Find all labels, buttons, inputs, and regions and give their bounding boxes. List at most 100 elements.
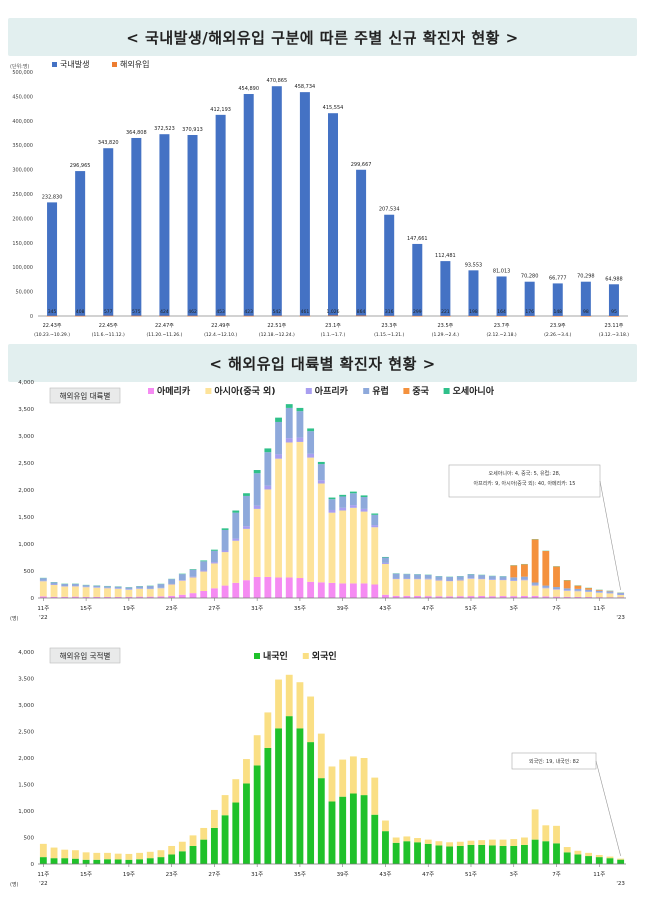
legend-label-america: 아메리카	[157, 385, 191, 397]
bar-segment-oceania	[349, 491, 357, 494]
bar-segment-oceania	[339, 494, 347, 497]
value-label-domestic: 70,298	[577, 274, 595, 280]
bar-segment-europe	[553, 587, 560, 590]
bar-segment-africa	[392, 578, 400, 580]
bar-segment-foreigner	[178, 841, 186, 852]
bar-imported-23.10주	[580, 315, 592, 317]
bar-segment-foreigner	[296, 682, 304, 729]
bar-segment-oceania	[200, 560, 208, 562]
legend-label-africa: 아프리카	[315, 385, 349, 397]
bar-domestic-23.3주	[384, 214, 395, 316]
bar-segment-europe	[456, 576, 464, 580]
bar-segment-europe	[371, 514, 379, 526]
bar-segment-europe	[146, 585, 154, 589]
weekly-domestic-imported-chart: (단위:명) 0 50,000 100,000 150,000 200,000 250,00…	[10, 59, 629, 338]
bar-segment-asia	[104, 588, 111, 597]
bar-segment-europe	[104, 586, 111, 588]
bar-segment-foreigner	[617, 858, 625, 860]
bar-segment-asia	[93, 587, 101, 597]
bar-segment-korean	[467, 844, 475, 864]
x-week-label: 11주	[37, 871, 49, 878]
bar-segment-asia	[499, 580, 507, 597]
bar-segment-china	[542, 551, 550, 586]
y-tick-label: 2,500	[18, 461, 34, 467]
bar-domestic-23.9주	[552, 283, 563, 316]
bar-segment-korean	[39, 857, 47, 864]
legend-domestic-label: 국내발생	[60, 59, 89, 69]
y-tick-label: 250,000	[12, 192, 33, 198]
bar-segment-europe	[307, 431, 315, 454]
bar-segment-asia	[617, 595, 625, 598]
bar-segment-korean	[307, 742, 315, 864]
x-week-label: 22.43주	[43, 323, 62, 329]
bar-segment-asia	[403, 579, 411, 596]
bar-segment-america	[210, 588, 218, 598]
bar-segment-europe	[488, 576, 496, 580]
bar-segment-asia	[339, 510, 347, 584]
x-range-label: (2.12.~2.18.)	[486, 332, 516, 338]
bar-imported-22.45주	[102, 315, 114, 317]
bar-segment-america	[563, 596, 571, 598]
bar-segment-korean	[296, 728, 304, 864]
legend-swatch-europe	[363, 388, 370, 394]
bar-segment-korean	[349, 793, 357, 864]
bar-imported-23.7주	[496, 315, 508, 317]
bar-segment-korean	[585, 856, 593, 864]
bar-segment-foreigner	[146, 851, 154, 859]
legend-swatch-oceania	[443, 388, 450, 394]
annotation-leader	[595, 760, 621, 857]
x-week-label: 31주	[251, 871, 263, 878]
bar-segment-foreigner	[595, 854, 603, 858]
bar-domestic-23.10주	[580, 281, 591, 316]
bar-segment-korean	[178, 851, 186, 864]
value-label-domestic: 458,734	[295, 84, 316, 90]
bar-segment-foreigner	[168, 845, 176, 855]
bar-segment-america	[585, 597, 593, 598]
continent-banner: < 해외유입 대륙별 확진자 현황 >	[8, 344, 637, 382]
bar-segment-america	[275, 577, 282, 598]
bar-segment-foreigner	[275, 679, 282, 729]
value-label-imported: 316	[385, 309, 394, 315]
y-axis-unit: (명)	[10, 881, 19, 888]
bar-segment-europe	[446, 576, 454, 581]
bar-segment-korean	[521, 844, 528, 864]
bar-segment-asia	[264, 489, 272, 577]
bar-segment-africa	[488, 579, 496, 580]
bar-segment-asia	[360, 511, 368, 584]
bar-segment-africa	[317, 480, 325, 484]
bar-segment-america	[221, 585, 229, 598]
bar-segment-asia	[371, 527, 379, 585]
bar-segment-foreigner	[157, 850, 165, 858]
bar-segment-asia	[146, 589, 154, 597]
bar-segment-oceania	[307, 428, 315, 432]
value-label-imported: 864	[357, 309, 366, 315]
bar-segment-america	[317, 582, 325, 598]
bar-segment-america	[392, 595, 400, 598]
x-year-start: '22	[39, 615, 48, 621]
x-range-label: (1.1.~1.7.)	[321, 332, 346, 338]
y-tick-label: 3,500	[18, 407, 34, 413]
bar-segment-foreigner	[200, 827, 208, 840]
bar-segment-foreigner	[264, 712, 272, 748]
bar-segment-africa	[435, 579, 443, 581]
y-tick-label: 500,000	[12, 70, 33, 76]
bar-segment-oceania	[360, 495, 368, 498]
bar-segment-foreigner	[467, 840, 475, 845]
y-tick-label: 500	[24, 836, 35, 842]
bar-segment-africa	[542, 587, 550, 589]
legend-swatch-africa	[305, 388, 312, 394]
value-label-domestic: 372,523	[154, 126, 175, 132]
bar-segment-asia	[424, 579, 432, 597]
bar-segment-foreigner	[125, 853, 133, 860]
bar-segment-america	[424, 596, 432, 598]
x-year-start: '22	[39, 881, 48, 887]
bar-segment-foreigner	[371, 777, 379, 815]
bar-segment-america	[104, 596, 111, 598]
bar-segment-europe	[478, 575, 486, 579]
legend-swatch-asia	[205, 388, 212, 394]
bar-segment-oceania	[296, 407, 304, 412]
bar-segment-america	[606, 597, 614, 598]
bar-segment-korean	[232, 802, 240, 864]
bar-segment-korean	[125, 859, 133, 864]
bar-domestic-23.8주	[524, 281, 535, 316]
